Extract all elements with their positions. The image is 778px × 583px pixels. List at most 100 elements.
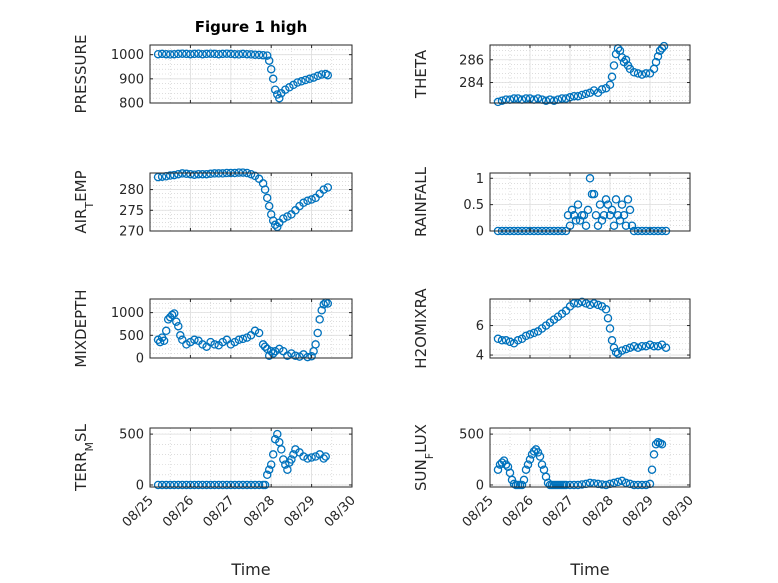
data-point <box>629 341 639 351</box>
data-point <box>661 343 671 352</box>
data-point <box>277 445 286 454</box>
y-tick-label: 800 <box>119 97 144 112</box>
subplot-1: 800 900 1000 PRESSURE Figure 1 high <box>72 18 353 113</box>
y-tick-label: 0 <box>136 352 144 367</box>
data-point <box>169 170 179 180</box>
data-point <box>613 210 623 220</box>
data-point <box>268 450 278 459</box>
data-point <box>573 200 583 209</box>
y-tick-label: 6 <box>476 319 484 334</box>
y-tick-label: 284 <box>459 76 484 91</box>
data-point <box>505 337 515 347</box>
data-point <box>165 171 175 180</box>
x-tick-label: 08/28 <box>580 493 617 530</box>
data-point <box>182 49 191 59</box>
data-point <box>599 210 609 220</box>
data-point <box>521 331 531 341</box>
data-point <box>625 343 635 352</box>
data-point <box>321 452 330 461</box>
data-point <box>250 50 260 59</box>
data-point <box>649 450 659 459</box>
data-point <box>317 306 326 315</box>
data-point <box>157 49 167 59</box>
data-point <box>319 300 328 309</box>
subplot-3: 270 275 280 AIRTEMP <box>72 168 353 240</box>
data-point <box>234 335 244 345</box>
data-point <box>611 347 621 357</box>
data-point <box>198 49 207 59</box>
data-point <box>521 465 531 474</box>
data-point <box>161 49 171 59</box>
data-point <box>226 49 236 59</box>
data-point <box>307 195 316 204</box>
data-point <box>198 480 207 490</box>
data-point <box>270 220 280 230</box>
data-point <box>607 205 617 215</box>
data-point <box>260 342 270 351</box>
data-point <box>583 205 593 215</box>
y-axis-label: TERRMSL <box>72 423 96 492</box>
data-point <box>258 50 268 60</box>
y-tick-label: 4 <box>476 349 484 364</box>
data-point <box>186 169 195 179</box>
y-axis-label: RAINFALL <box>412 166 430 237</box>
data-point <box>623 195 633 204</box>
data-point <box>589 299 599 308</box>
data-point <box>529 328 539 338</box>
data-point <box>218 49 227 59</box>
data-point <box>254 50 264 60</box>
data-point <box>260 185 270 194</box>
y-axis-label: AIRTEMP <box>72 170 96 233</box>
data-point <box>174 169 183 179</box>
subplot-8: 0 500 SUNFLUX 08/25 08/26 08/27 08/28 08/29 08/3… <box>412 424 697 579</box>
data-point <box>525 455 535 464</box>
data-point <box>641 69 651 78</box>
data-point <box>601 195 611 204</box>
data-point <box>293 78 302 87</box>
data-point <box>593 221 603 230</box>
data-point <box>569 91 579 101</box>
data-point <box>238 334 248 344</box>
data-point <box>513 336 523 345</box>
data-point <box>307 351 316 361</box>
x-axis-label: Time <box>569 560 609 579</box>
data-point <box>153 49 163 59</box>
data-point <box>537 460 547 469</box>
data-point <box>174 49 183 59</box>
data-point <box>169 480 179 490</box>
data-point <box>525 330 535 339</box>
data-point <box>549 96 559 105</box>
data-point <box>303 454 312 463</box>
data-point <box>603 200 613 209</box>
data-point <box>603 313 613 323</box>
data-point <box>313 328 322 338</box>
data-point <box>605 324 615 333</box>
data-point <box>279 214 288 223</box>
y-tick-label: 0.5 <box>463 198 484 213</box>
data-point <box>621 344 631 354</box>
data-point <box>190 335 199 345</box>
data-point <box>218 480 227 490</box>
data-point <box>637 341 647 351</box>
data-point <box>270 85 280 94</box>
data-point <box>153 480 163 490</box>
y-axis-label: MIXDEPTH <box>72 289 90 367</box>
data-point <box>323 299 333 308</box>
data-point <box>573 480 583 490</box>
chart-title: Figure 1 high <box>195 18 308 36</box>
data-point <box>575 216 585 225</box>
y-tick-label: 0 <box>476 478 484 493</box>
data-point <box>230 337 240 347</box>
data-point <box>609 61 619 70</box>
data-point <box>313 71 322 81</box>
data-point <box>178 49 187 58</box>
data-point <box>645 340 655 349</box>
data-point <box>637 480 647 490</box>
data-point <box>299 198 308 208</box>
data-point <box>629 480 639 490</box>
data-point <box>210 49 219 59</box>
y-tick-label: 0 <box>476 225 484 240</box>
data-point <box>597 480 607 489</box>
data-point <box>242 480 252 490</box>
